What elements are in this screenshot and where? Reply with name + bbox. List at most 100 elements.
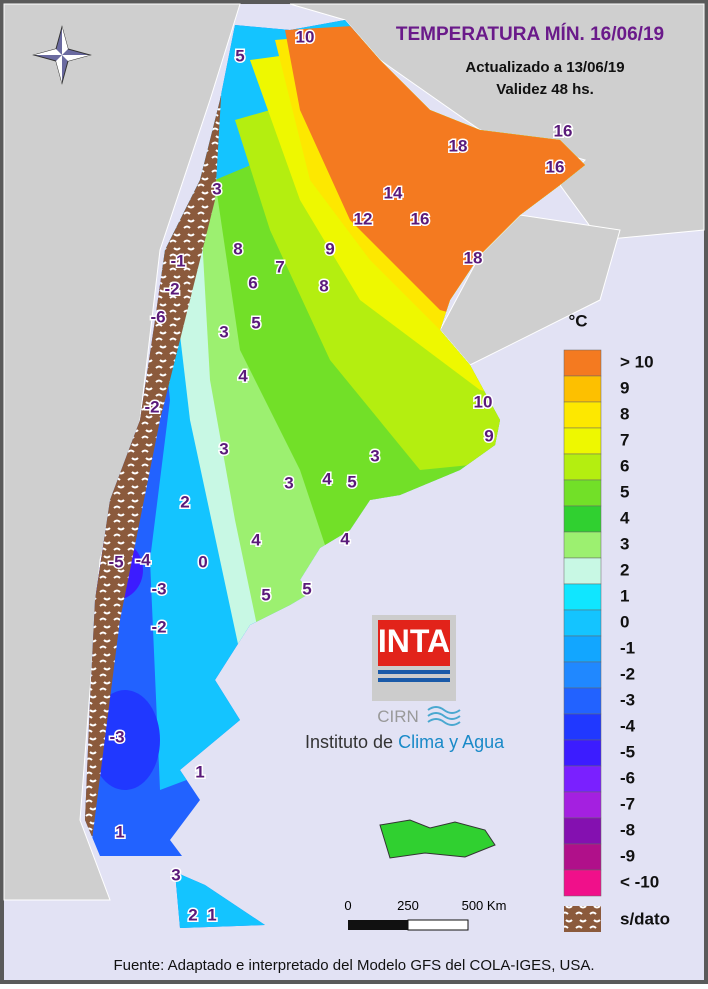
institute: Instituto de Clima y Agua bbox=[305, 732, 505, 752]
contour-label: 1 bbox=[207, 905, 216, 924]
contour-label: 2 bbox=[188, 905, 197, 924]
contour-label: 8 bbox=[319, 276, 328, 295]
contour-label: 5 bbox=[347, 472, 356, 491]
updated: Actualizado a 13/06/19 bbox=[465, 59, 624, 76]
legend-label: 7 bbox=[620, 430, 629, 449]
legend-label: -3 bbox=[620, 690, 635, 709]
legend-swatch bbox=[563, 531, 602, 559]
contour-label: 9 bbox=[484, 426, 493, 445]
legend-swatch bbox=[563, 661, 602, 689]
legend-label: 8 bbox=[620, 404, 629, 423]
malvinas bbox=[379, 819, 496, 859]
contour-label: 3 bbox=[212, 179, 221, 198]
contour-label: -5 bbox=[108, 552, 123, 571]
contour-label: 5 bbox=[302, 579, 311, 598]
legend-label: 4 bbox=[620, 508, 630, 527]
contour-label: 10 bbox=[474, 392, 493, 411]
legend-label: -2 bbox=[620, 664, 635, 683]
nodata-swatch bbox=[564, 906, 601, 932]
contour-label: 1 bbox=[115, 822, 124, 841]
legend-swatch bbox=[563, 349, 602, 377]
contour-label: 3 bbox=[219, 439, 228, 458]
legend-swatch bbox=[563, 713, 602, 741]
scale-label: 0 bbox=[344, 898, 351, 913]
legend-label: -7 bbox=[620, 794, 635, 813]
legend-label: 9 bbox=[620, 378, 629, 397]
legend: > 10 9 8 7 6 5 4 3 2 1 0 -1 -2 -3 -4 -5 -6 -7 -8 -9 < -10 bbox=[563, 349, 659, 897]
legend-label: 5 bbox=[620, 482, 629, 501]
legend-swatch bbox=[563, 505, 602, 533]
contour-label: 8 bbox=[233, 239, 242, 258]
legend-swatch bbox=[563, 401, 602, 429]
contour-label: 4 bbox=[251, 530, 261, 549]
contour-label: 7 bbox=[275, 257, 284, 276]
contour-label: 1 bbox=[195, 762, 204, 781]
scale-bar bbox=[348, 919, 469, 931]
contour-label: -2 bbox=[164, 279, 179, 298]
legend-swatch bbox=[563, 583, 602, 611]
contour-label: -4 bbox=[135, 550, 151, 569]
scale-label: 250 bbox=[397, 898, 419, 913]
logo-brand: INTA bbox=[378, 623, 450, 659]
contour-label: 16 bbox=[546, 157, 565, 176]
contour-label: 10 bbox=[296, 27, 315, 46]
legend-label: < -10 bbox=[620, 872, 659, 891]
contour-label: 16 bbox=[554, 121, 573, 140]
compass-rose bbox=[32, 25, 92, 85]
contour-label: 9 bbox=[325, 239, 334, 258]
footer-source: Fuente: Adaptado e interpretado del Mode… bbox=[113, 957, 594, 974]
contour-label: -2 bbox=[144, 397, 159, 416]
contour-label: -2 bbox=[151, 617, 166, 636]
legend-swatch bbox=[563, 817, 602, 845]
legend-label: -9 bbox=[620, 846, 635, 865]
legend-swatch bbox=[563, 765, 602, 793]
contour-label: 3 bbox=[284, 473, 293, 492]
nodata-label: s/dato bbox=[620, 909, 670, 928]
contour-label: 2 bbox=[180, 492, 189, 511]
legend-swatch bbox=[563, 609, 602, 637]
contour-label: -6 bbox=[150, 307, 165, 326]
legend-swatch bbox=[563, 427, 602, 455]
legend-swatch bbox=[563, 843, 602, 871]
contour-label: 3 bbox=[171, 865, 180, 884]
legend-swatch bbox=[563, 869, 602, 897]
legend-label: -5 bbox=[620, 742, 635, 761]
contour-label: 5 bbox=[251, 313, 260, 332]
title: TEMPERATURA MÍN. 16/06/19 bbox=[396, 23, 664, 45]
inta-logo bbox=[372, 615, 461, 726]
legend-swatch bbox=[563, 687, 602, 715]
legend-label: 1 bbox=[620, 586, 629, 605]
legend-label: 6 bbox=[620, 456, 629, 475]
contour-label: 12 bbox=[354, 209, 373, 228]
contour-label: 5 bbox=[235, 46, 244, 65]
contour-label: 6 bbox=[248, 273, 257, 292]
legend-label: -6 bbox=[620, 768, 635, 787]
contour-label: 18 bbox=[449, 136, 468, 155]
contour-label: 3 bbox=[219, 322, 228, 341]
contour-label: 3 bbox=[370, 446, 379, 465]
legend-label: > 10 bbox=[620, 352, 654, 371]
legend-unit: °C bbox=[568, 311, 587, 330]
institute-name: Instituto de bbox=[305, 732, 393, 752]
legend-label: -4 bbox=[620, 716, 636, 735]
legend-swatch bbox=[563, 635, 602, 663]
contour-label: 4 bbox=[322, 469, 332, 488]
legend-label: 3 bbox=[620, 534, 629, 553]
contour-label: 4 bbox=[340, 529, 350, 548]
legend-swatch bbox=[563, 557, 602, 585]
institute-highlight: Clima y Agua bbox=[398, 732, 505, 752]
contour-label: 0 bbox=[198, 552, 207, 571]
scale-label: 500 Km bbox=[462, 898, 507, 913]
legend-label: -1 bbox=[620, 638, 635, 657]
validity: Validez 48 hs. bbox=[496, 81, 594, 98]
legend-swatch bbox=[563, 479, 602, 507]
legend-swatch bbox=[563, 375, 602, 403]
logo-center: CIRN bbox=[377, 707, 419, 726]
contour-label: 4 bbox=[238, 366, 248, 385]
contour-label: 18 bbox=[464, 248, 483, 267]
legend-swatch bbox=[563, 791, 602, 819]
contour-label: 16 bbox=[411, 209, 430, 228]
contour-label: -1 bbox=[170, 251, 185, 270]
contour-label: 5 bbox=[261, 585, 270, 604]
